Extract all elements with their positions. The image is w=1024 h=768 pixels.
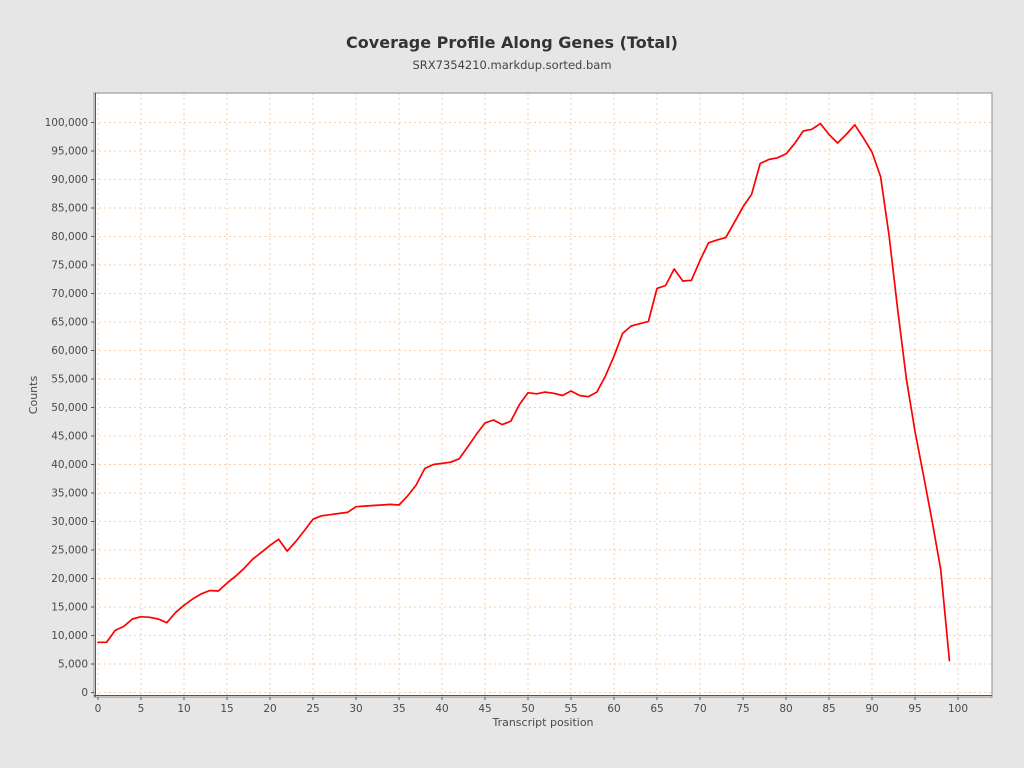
x-tick-label: 75	[736, 703, 749, 715]
y-tick-label: 90,000	[51, 174, 88, 186]
x-tick-label: 55	[564, 703, 577, 715]
y-tick-label: 50,000	[51, 402, 88, 414]
x-tick-label: 5	[138, 703, 145, 715]
y-tick-label: 10,000	[51, 630, 88, 642]
x-tick-label: 65	[650, 703, 663, 715]
x-tick-label: 45	[478, 703, 491, 715]
page-title: Coverage Profile Along Genes (Total)	[346, 33, 678, 52]
x-tick-label: 10	[177, 703, 190, 715]
series-line	[97, 122, 951, 662]
x-axis-title: Transcript position	[491, 716, 593, 729]
y-tick-label: 65,000	[51, 317, 88, 329]
y-tick-label: 80,000	[51, 231, 88, 243]
x-tick-label: 25	[306, 703, 319, 715]
x-tick-label: 35	[392, 703, 405, 715]
x-tick-label: 50	[521, 703, 534, 715]
y-axis-title: Counts	[27, 376, 40, 415]
y-tick-label: 70,000	[51, 288, 88, 300]
y-tick-label: 5,000	[58, 659, 88, 671]
x-tick-label: 70	[693, 703, 706, 715]
y-tick-label: 40,000	[51, 459, 88, 471]
x-tick-label: 100	[948, 703, 968, 715]
y-tick-label: 60,000	[51, 345, 88, 357]
x-tick-label: 95	[908, 703, 921, 715]
x-tick-label: 40	[435, 703, 448, 715]
x-tick-label: 80	[779, 703, 792, 715]
y-tick-label: 20,000	[51, 573, 88, 585]
y-tick-label: 0	[81, 687, 88, 699]
x-tick-label: 90	[865, 703, 878, 715]
y-tick-label: 95,000	[51, 146, 88, 158]
page-subtitle: SRX7354210.markdup.sorted.bam	[412, 58, 612, 72]
plot-area	[94, 93, 992, 697]
y-tick-label: 100,000	[45, 117, 88, 129]
x-tick-label: 30	[349, 703, 362, 715]
x-tick-label: 0	[95, 703, 102, 715]
y-tick-label: 45,000	[51, 431, 88, 443]
x-tick-label: 60	[607, 703, 620, 715]
x-tick-label: 20	[263, 703, 276, 715]
y-tick-label: 55,000	[51, 374, 88, 386]
y-tick-label: 85,000	[51, 203, 88, 215]
plot-border	[93, 92, 993, 698]
y-tick-label: 25,000	[51, 545, 88, 557]
x-tick-label: 15	[220, 703, 233, 715]
y-tick-label: 35,000	[51, 488, 88, 500]
x-tick-label: 85	[822, 703, 835, 715]
y-tick-label: 15,000	[51, 602, 88, 614]
y-tick-label: 75,000	[51, 260, 88, 272]
y-tick-label: 30,000	[51, 516, 88, 528]
